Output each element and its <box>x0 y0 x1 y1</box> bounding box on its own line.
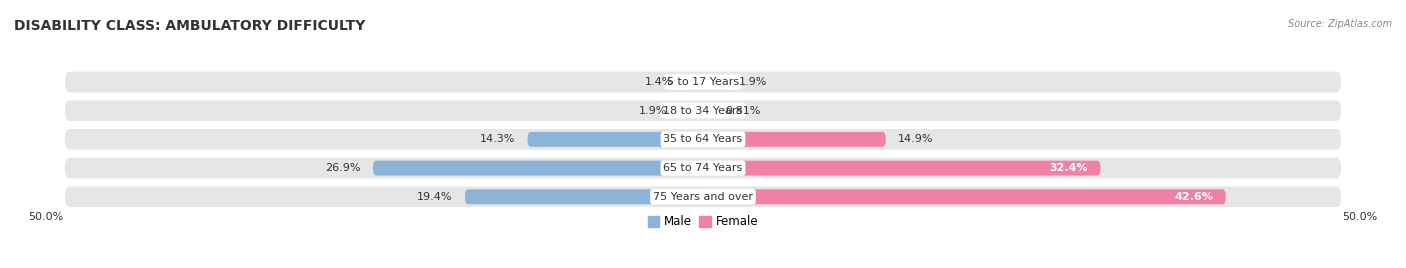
Text: 14.9%: 14.9% <box>898 134 934 144</box>
FancyBboxPatch shape <box>65 72 1341 92</box>
FancyBboxPatch shape <box>65 129 1341 150</box>
FancyBboxPatch shape <box>679 103 703 118</box>
Legend: Male, Female: Male, Female <box>643 211 763 233</box>
Text: 50.0%: 50.0% <box>1343 213 1378 222</box>
FancyBboxPatch shape <box>373 161 703 176</box>
FancyBboxPatch shape <box>703 103 713 118</box>
FancyBboxPatch shape <box>527 132 703 147</box>
Text: 50.0%: 50.0% <box>28 213 63 222</box>
Text: 26.9%: 26.9% <box>325 163 361 173</box>
FancyBboxPatch shape <box>65 187 1341 207</box>
Text: 32.4%: 32.4% <box>1050 163 1088 173</box>
Text: 0.81%: 0.81% <box>725 106 761 116</box>
Text: 35 to 64 Years: 35 to 64 Years <box>664 134 742 144</box>
FancyBboxPatch shape <box>703 161 1101 176</box>
Text: Source: ZipAtlas.com: Source: ZipAtlas.com <box>1288 19 1392 29</box>
FancyBboxPatch shape <box>703 75 727 90</box>
FancyBboxPatch shape <box>703 132 886 147</box>
Text: 1.4%: 1.4% <box>645 77 673 87</box>
FancyBboxPatch shape <box>65 100 1341 121</box>
Text: 1.9%: 1.9% <box>640 106 668 116</box>
Text: 5 to 17 Years: 5 to 17 Years <box>666 77 740 87</box>
Text: 19.4%: 19.4% <box>418 192 453 202</box>
FancyBboxPatch shape <box>465 189 703 204</box>
Text: 18 to 34 Years: 18 to 34 Years <box>664 106 742 116</box>
FancyBboxPatch shape <box>703 189 1226 204</box>
FancyBboxPatch shape <box>686 75 703 90</box>
Text: 75 Years and over: 75 Years and over <box>652 192 754 202</box>
Text: 1.9%: 1.9% <box>738 77 766 87</box>
Text: 65 to 74 Years: 65 to 74 Years <box>664 163 742 173</box>
Text: 14.3%: 14.3% <box>479 134 515 144</box>
FancyBboxPatch shape <box>65 158 1341 178</box>
Text: DISABILITY CLASS: AMBULATORY DIFFICULTY: DISABILITY CLASS: AMBULATORY DIFFICULTY <box>14 19 366 33</box>
Text: 42.6%: 42.6% <box>1174 192 1213 202</box>
